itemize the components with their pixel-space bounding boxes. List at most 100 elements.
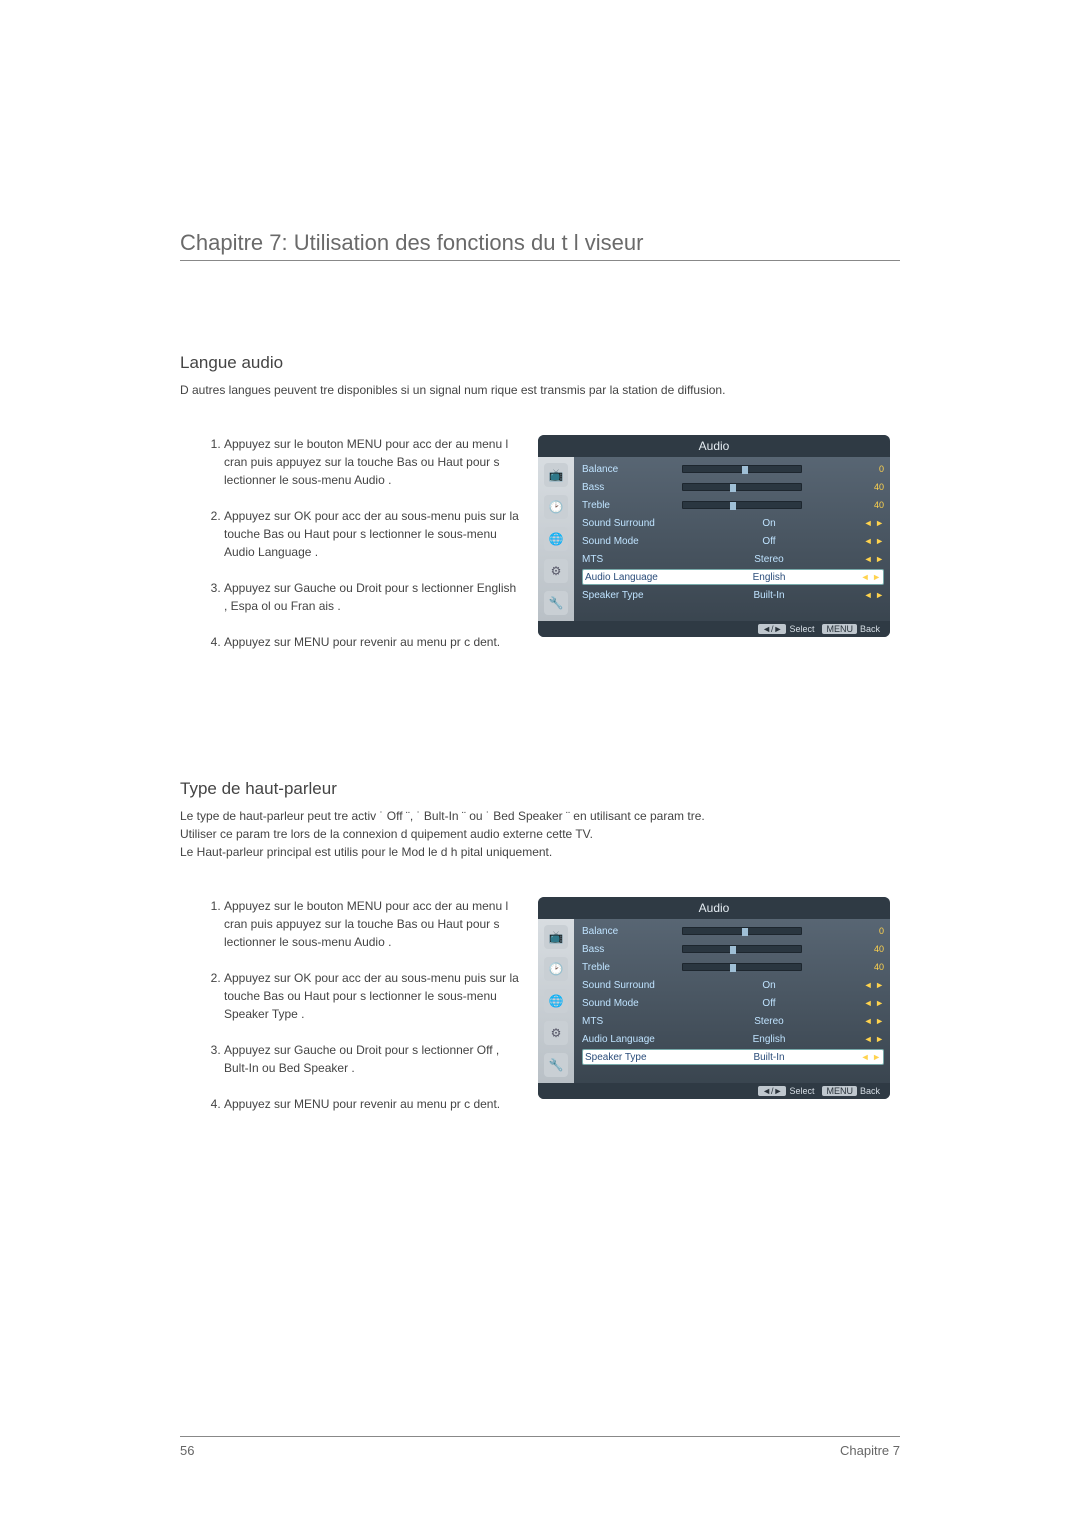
osd-row-label: Sound Mode bbox=[582, 998, 682, 1009]
section2-title: Type de haut-parleur bbox=[180, 779, 900, 799]
slider-track bbox=[682, 963, 802, 971]
osd-row: Treble40 bbox=[582, 959, 884, 975]
osd-row-value: On bbox=[682, 980, 856, 991]
section1-step-1: Appuyez sur le bouton MENU pour acc der … bbox=[224, 435, 520, 489]
globe-icon bbox=[544, 989, 568, 1013]
slider-track bbox=[682, 465, 802, 473]
slider-thumb bbox=[730, 964, 736, 972]
osd-row-arrows: ◄ ► bbox=[856, 536, 884, 546]
chapter-rule bbox=[180, 260, 900, 261]
tv-icon bbox=[544, 925, 568, 949]
osd-row: Sound ModeOff◄ ► bbox=[582, 995, 884, 1011]
osd-row-value: Off bbox=[682, 536, 856, 547]
osd-row-label: MTS bbox=[582, 554, 682, 565]
osd-row-arrows: ◄ ► bbox=[856, 518, 884, 528]
osd-select-label: Select bbox=[789, 624, 814, 634]
osd-row-arrows: 0 bbox=[856, 926, 884, 936]
osd-row-arrows: 40 bbox=[856, 944, 884, 954]
section2-step-3: Appuyez sur Gauche ou Droit pour s lecti… bbox=[224, 1041, 520, 1077]
osd-row-value bbox=[682, 963, 856, 971]
footer-chapter-label: Chapitre 7 bbox=[840, 1443, 900, 1458]
osd-row-value: On bbox=[682, 518, 856, 529]
osd-icon-strip bbox=[538, 919, 574, 1083]
section1-intro: D autres langues peuvent tre disponibles… bbox=[180, 381, 900, 399]
section2-step-4: Appuyez sur MENU pour revenir au menu pr… bbox=[224, 1095, 520, 1113]
osd-row-label: Balance bbox=[582, 464, 682, 475]
page: Chapitre 7: Utilisation des fonctions du… bbox=[0, 0, 1080, 1528]
osd-back-label: Back bbox=[860, 1086, 880, 1096]
osd-footer: ◄/►SelectMENUBack bbox=[538, 1083, 890, 1099]
osd-row-value: Stereo bbox=[682, 1016, 856, 1027]
osd-row-value: Stereo bbox=[682, 554, 856, 565]
osd-row-label: Speaker Type bbox=[582, 590, 682, 601]
osd-row-arrows: ◄ ► bbox=[856, 1016, 884, 1026]
osd-row-value: Off bbox=[682, 998, 856, 1009]
section2-step-2: Appuyez sur OK pour acc der au sous-menu… bbox=[224, 969, 520, 1023]
osd-row-label: Bass bbox=[582, 482, 682, 493]
osd-row: Sound ModeOff◄ ► bbox=[582, 533, 884, 549]
section2-step-1: Appuyez sur le bouton MENU pour acc der … bbox=[224, 897, 520, 951]
osd-row: Balance 0 bbox=[582, 923, 884, 939]
osd-row-label: Treble bbox=[582, 500, 682, 511]
osd-menu-key: MENU bbox=[822, 624, 857, 634]
section2-steps: Appuyez sur le bouton MENU pour acc der … bbox=[180, 897, 520, 1131]
osd-footer: ◄/►SelectMENUBack bbox=[538, 621, 890, 637]
section1-steps: Appuyez sur le bouton MENU pour acc der … bbox=[180, 435, 520, 669]
section2-intro-line2: Utiliser ce param tre lors de la connexi… bbox=[180, 827, 593, 841]
osd-select-label: Select bbox=[789, 1086, 814, 1096]
osd-row-arrows: 40 bbox=[856, 482, 884, 492]
osd-row: MTSStereo◄ ► bbox=[582, 1013, 884, 1029]
globe-icon bbox=[544, 527, 568, 551]
slider-track bbox=[682, 501, 802, 509]
slider-thumb bbox=[730, 946, 736, 954]
slider-track bbox=[682, 483, 802, 491]
clock-icon bbox=[544, 495, 568, 519]
section2-intro-line3: Le Haut-parleur principal est utilis pou… bbox=[180, 845, 552, 859]
osd-row: Bass 40 bbox=[582, 479, 884, 495]
osd-row: Audio LanguageEnglish◄ ► bbox=[582, 1031, 884, 1047]
section1-step-3: Appuyez sur Gauche ou Droit pour s lecti… bbox=[224, 579, 520, 615]
slider-thumb bbox=[730, 502, 736, 510]
osd-row-arrows: ◄ ► bbox=[856, 980, 884, 990]
osd-row: Audio LanguageEnglish◄ ► bbox=[582, 569, 884, 585]
slider-track bbox=[682, 945, 802, 953]
osd-row: Treble40 bbox=[582, 497, 884, 513]
osd-row-arrows: ◄ ► bbox=[853, 1052, 881, 1062]
osd-body: Balance0Bass40Treble40Sound SurroundOn◄ … bbox=[538, 457, 890, 621]
osd-row-value bbox=[682, 945, 856, 953]
section2-body: Appuyez sur le bouton MENU pour acc der … bbox=[180, 897, 900, 1131]
osd-row-label: Speaker Type bbox=[585, 1052, 685, 1063]
osd-row-value: English bbox=[682, 1034, 856, 1045]
tool-icon bbox=[544, 591, 568, 615]
osd-row: Sound SurroundOn◄ ► bbox=[582, 977, 884, 993]
section1-body: Appuyez sur le bouton MENU pour acc der … bbox=[180, 435, 900, 669]
page-number: 56 bbox=[180, 1443, 194, 1458]
osd-back-label: Back bbox=[860, 624, 880, 634]
osd-row-value bbox=[682, 927, 856, 935]
section1-osd: AudioBalance0Bass40Treble40Sound Surroun… bbox=[538, 435, 890, 637]
osd-row-arrows: ◄ ► bbox=[853, 572, 881, 582]
osd-icon-strip bbox=[538, 457, 574, 621]
osd-rows: Balance0Bass40Treble40Sound SurroundOn◄ … bbox=[574, 457, 890, 621]
tool-icon bbox=[544, 1053, 568, 1077]
osd-row: MTSStereo◄ ► bbox=[582, 551, 884, 567]
osd-row-value: Built-In bbox=[685, 1052, 853, 1063]
osd-nav-key: ◄/► bbox=[758, 1086, 786, 1096]
osd-row-arrows: ◄ ► bbox=[856, 1034, 884, 1044]
osd-row-value bbox=[682, 483, 856, 491]
clock-icon bbox=[544, 957, 568, 981]
osd-row-label: Balance bbox=[582, 926, 682, 937]
osd-row-arrows: ◄ ► bbox=[856, 998, 884, 1008]
gear-icon bbox=[544, 1021, 568, 1045]
slider-track bbox=[682, 927, 802, 935]
slider-thumb bbox=[730, 484, 736, 492]
chapter-title: Chapitre 7: Utilisation des fonctions du… bbox=[180, 230, 900, 256]
slider-thumb bbox=[742, 466, 748, 474]
osd-row-value: Built-In bbox=[682, 590, 856, 601]
section2-intro: Le type de haut-parleur peut tre activ ˙… bbox=[180, 807, 900, 861]
osd-title: Audio bbox=[538, 897, 890, 919]
osd-row-arrows: 0 bbox=[856, 464, 884, 474]
osd-row: Balance 0 bbox=[582, 461, 884, 477]
osd-row-label: Audio Language bbox=[585, 572, 685, 583]
osd-row-arrows: ◄ ► bbox=[856, 554, 884, 564]
